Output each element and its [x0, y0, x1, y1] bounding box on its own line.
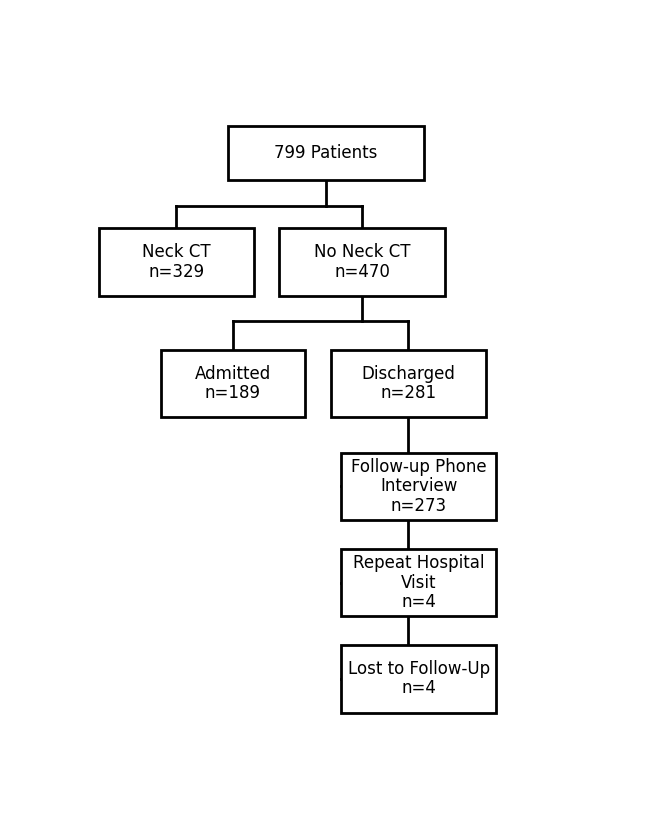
- Text: Discharged: Discharged: [362, 365, 456, 383]
- FancyBboxPatch shape: [341, 645, 496, 712]
- Text: n=329: n=329: [148, 262, 204, 281]
- Text: n=4: n=4: [402, 680, 436, 697]
- Text: Neck CT: Neck CT: [142, 243, 210, 262]
- FancyBboxPatch shape: [228, 126, 424, 180]
- Text: Repeat Hospital: Repeat Hospital: [353, 555, 484, 572]
- Text: n=281: n=281: [380, 384, 436, 402]
- Text: Admitted: Admitted: [195, 365, 271, 383]
- FancyBboxPatch shape: [331, 350, 486, 417]
- Text: 799 Patients: 799 Patients: [274, 144, 378, 162]
- Text: Visit: Visit: [401, 574, 436, 591]
- FancyBboxPatch shape: [341, 549, 496, 616]
- Text: Follow-up Phone: Follow-up Phone: [351, 458, 487, 476]
- Text: n=470: n=470: [334, 262, 390, 281]
- Text: Lost to Follow-Up: Lost to Follow-Up: [348, 661, 490, 678]
- FancyBboxPatch shape: [280, 228, 444, 296]
- FancyBboxPatch shape: [161, 350, 305, 417]
- FancyBboxPatch shape: [341, 453, 496, 520]
- Text: n=4: n=4: [402, 593, 436, 611]
- Text: Interview: Interview: [380, 477, 458, 496]
- FancyBboxPatch shape: [99, 228, 254, 296]
- Text: n=273: n=273: [391, 496, 447, 515]
- Text: n=189: n=189: [205, 384, 261, 402]
- Text: No Neck CT: No Neck CT: [314, 243, 410, 262]
